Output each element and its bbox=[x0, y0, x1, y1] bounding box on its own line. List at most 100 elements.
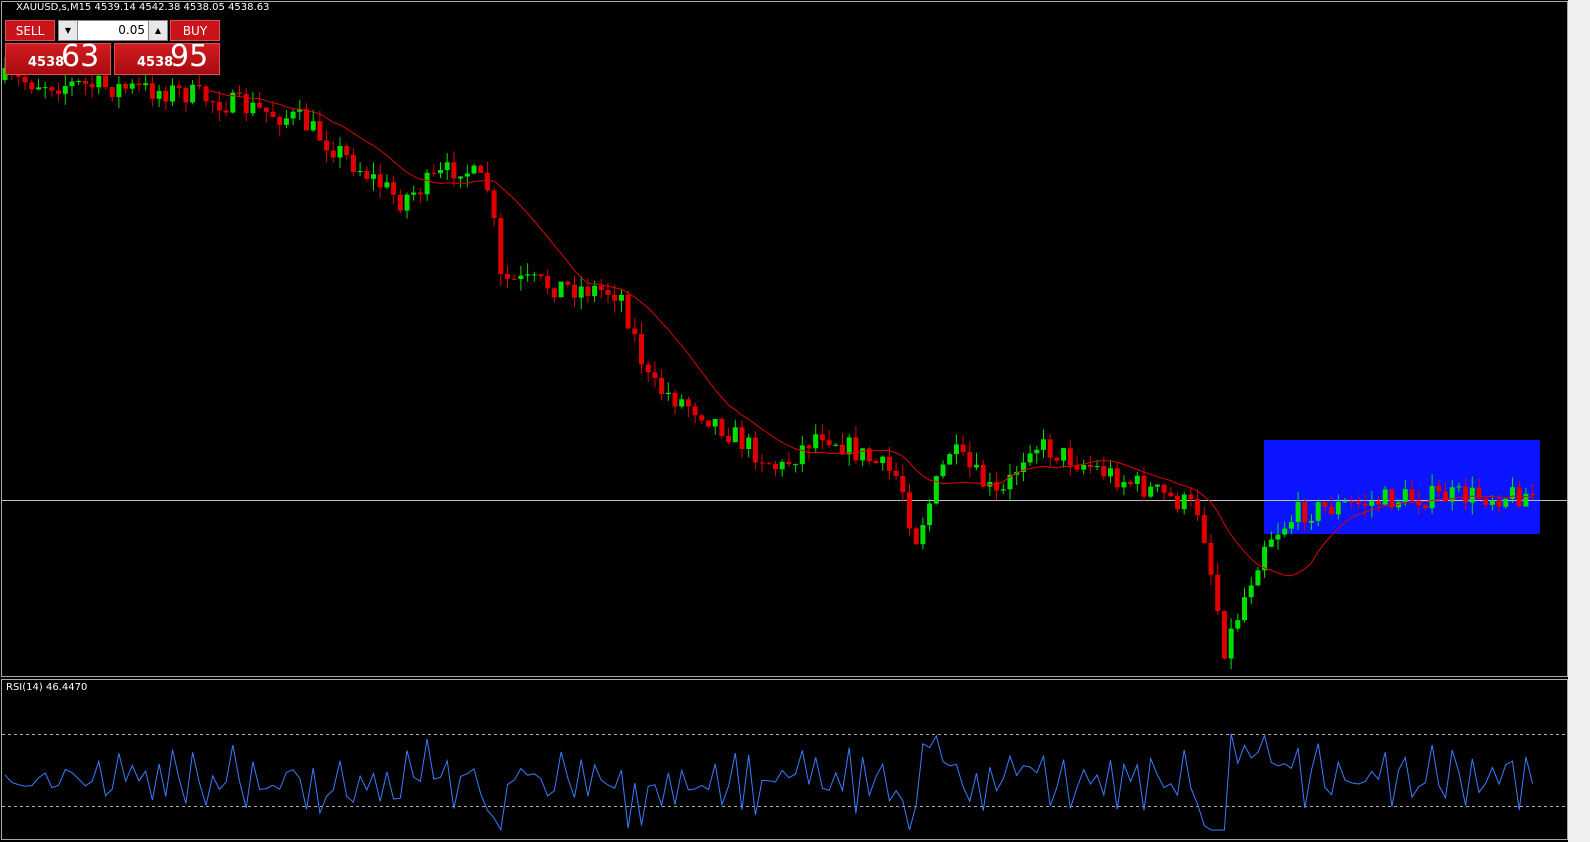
candle-body bbox=[799, 445, 805, 465]
candle-body bbox=[538, 274, 544, 277]
candle-body bbox=[994, 482, 1000, 491]
candle-body bbox=[1255, 570, 1261, 586]
buy-button[interactable]: BUY bbox=[170, 20, 220, 41]
candle-body bbox=[196, 84, 202, 87]
candle-body bbox=[364, 170, 370, 179]
candle-body bbox=[746, 437, 752, 449]
candle-body bbox=[1175, 496, 1180, 510]
candle-body bbox=[900, 475, 906, 493]
candle-body bbox=[947, 454, 953, 465]
candle-body bbox=[632, 328, 638, 335]
candle-body bbox=[1382, 489, 1388, 505]
candle-body bbox=[56, 90, 62, 94]
volume-input[interactable]: 0.05 bbox=[118, 23, 145, 37]
candle-body bbox=[1369, 501, 1375, 506]
candle-body bbox=[371, 174, 376, 179]
candle-body bbox=[257, 102, 263, 108]
candle-body bbox=[873, 461, 879, 464]
candle-body bbox=[840, 444, 845, 455]
candle-body bbox=[1181, 494, 1187, 510]
volume-up[interactable]: ▲ bbox=[148, 21, 167, 40]
candle-body bbox=[1242, 597, 1247, 621]
candle-body bbox=[277, 116, 283, 125]
candle-body bbox=[431, 172, 437, 174]
candle-body bbox=[1168, 492, 1174, 497]
candle-body bbox=[1349, 501, 1355, 503]
candle-body bbox=[525, 274, 531, 276]
candle-body bbox=[819, 434, 825, 441]
candle-body bbox=[846, 437, 852, 455]
candle-body bbox=[304, 109, 309, 131]
candle-body bbox=[1463, 486, 1469, 503]
candle-body bbox=[1268, 539, 1274, 547]
candle-body bbox=[484, 172, 490, 191]
candle-body bbox=[176, 85, 182, 88]
candle-body bbox=[1496, 500, 1502, 507]
candle-body bbox=[1355, 501, 1361, 504]
candle-body bbox=[826, 440, 832, 446]
candle-body bbox=[404, 194, 410, 211]
candle-body bbox=[424, 172, 430, 195]
candle-body bbox=[270, 111, 276, 117]
candle-body bbox=[1215, 574, 1221, 612]
candle-body bbox=[1429, 486, 1435, 509]
candle-body bbox=[558, 281, 564, 298]
candle-body bbox=[732, 427, 738, 443]
candle-body bbox=[1483, 498, 1489, 505]
candle-body bbox=[739, 427, 745, 449]
candle-body bbox=[860, 448, 866, 461]
candle-body bbox=[1074, 465, 1080, 470]
candle-body bbox=[1315, 502, 1321, 521]
candle-body bbox=[1275, 534, 1281, 540]
candle-body bbox=[1362, 503, 1368, 506]
candle-body bbox=[759, 462, 765, 464]
candle-body bbox=[1128, 481, 1134, 484]
symbol-info: XAUUSD,s,M15 4539.14 4542.38 4538.05 453… bbox=[16, 2, 270, 13]
candle-body bbox=[726, 435, 732, 443]
candle-body bbox=[953, 444, 959, 455]
candle-body bbox=[116, 84, 122, 98]
candle-body bbox=[337, 145, 343, 158]
candle-body bbox=[1335, 501, 1341, 515]
candle-body bbox=[692, 406, 698, 416]
candle-body bbox=[1342, 501, 1348, 503]
candle-body bbox=[444, 162, 450, 171]
bid-big: 4538 bbox=[28, 55, 65, 70]
candle-body bbox=[471, 165, 477, 174]
bid-small: 63 bbox=[61, 39, 100, 74]
candle-body bbox=[592, 285, 598, 297]
bid-price[interactable]: 4538 63 bbox=[5, 39, 111, 75]
candle-body bbox=[411, 192, 417, 195]
candle-body bbox=[1235, 620, 1241, 629]
candle-body bbox=[1329, 506, 1335, 515]
candle-body bbox=[143, 83, 149, 86]
candle-body bbox=[1114, 468, 1120, 488]
volume-down[interactable]: ▼ bbox=[59, 21, 78, 40]
candle-body bbox=[210, 101, 216, 103]
candle-body bbox=[344, 145, 350, 155]
ask-big: 4538 bbox=[137, 55, 174, 70]
candle-body bbox=[1020, 462, 1026, 472]
candle-body bbox=[545, 276, 551, 289]
candle-body bbox=[806, 445, 812, 449]
sell-button[interactable]: SELL bbox=[5, 20, 55, 41]
candle-body bbox=[136, 83, 142, 86]
ask-price[interactable]: 4538 95 bbox=[114, 39, 220, 75]
candle-body bbox=[498, 218, 504, 274]
candle-body bbox=[585, 286, 591, 297]
candle-body bbox=[190, 84, 196, 103]
candle-body bbox=[652, 372, 658, 378]
candle-body bbox=[1034, 449, 1040, 454]
candle-body bbox=[551, 288, 557, 298]
candle-body bbox=[913, 528, 919, 545]
candle-body bbox=[391, 182, 397, 195]
candle-body bbox=[773, 463, 778, 470]
candle-body bbox=[659, 377, 665, 395]
candle-body bbox=[478, 165, 484, 173]
candle-body bbox=[42, 87, 48, 89]
candle-body bbox=[752, 437, 758, 463]
candle-body bbox=[886, 456, 892, 471]
candle-body bbox=[1027, 453, 1033, 463]
candle-body bbox=[1161, 484, 1167, 493]
